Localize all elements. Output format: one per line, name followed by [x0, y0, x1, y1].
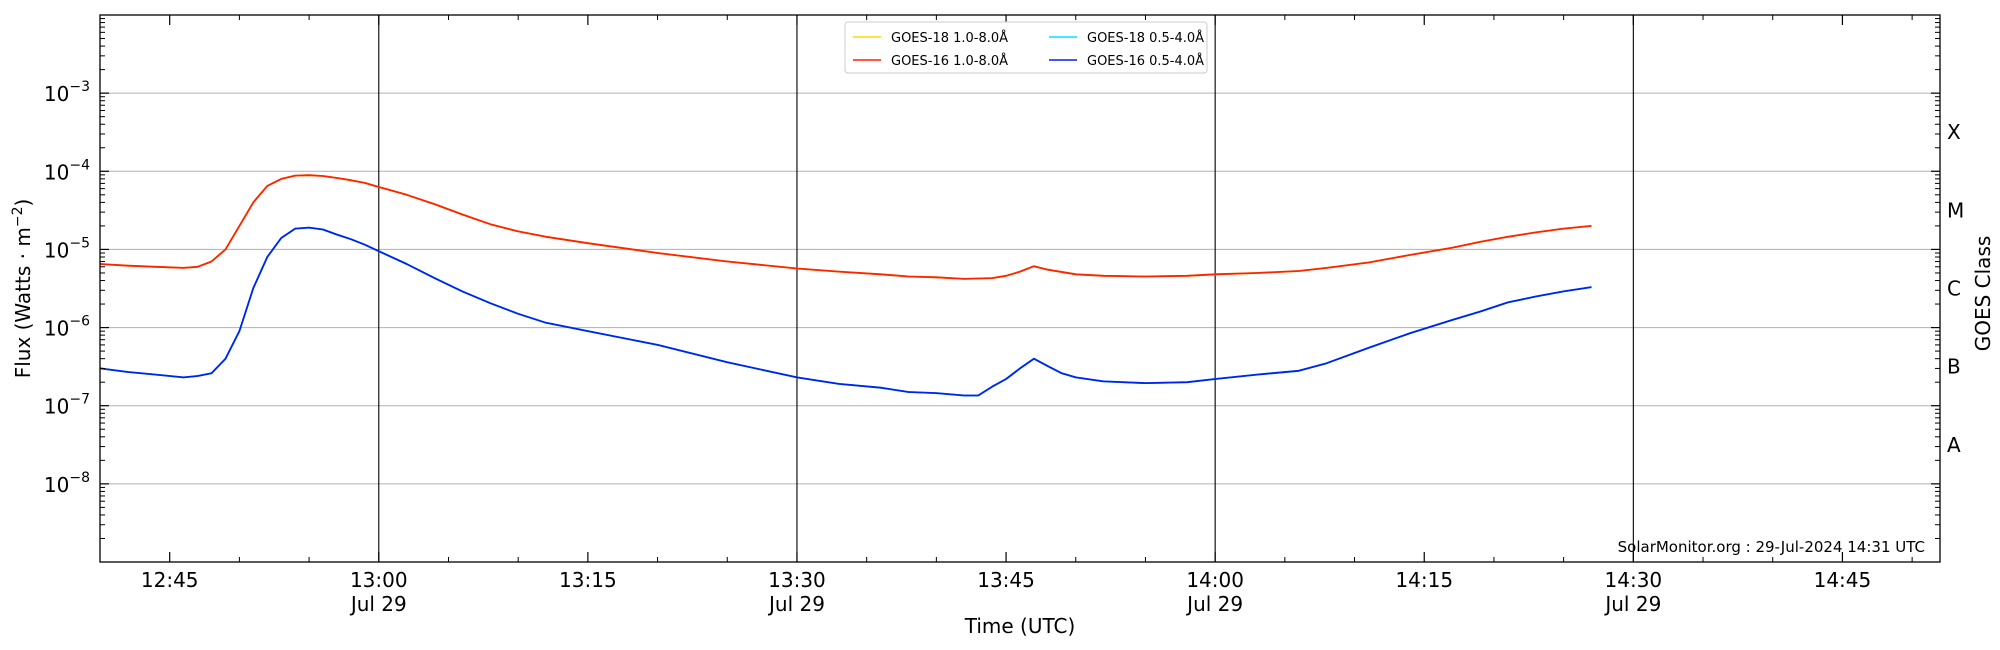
y-tick-exponent: −8 — [69, 470, 90, 486]
plot-frame — [99, 14, 1941, 563]
x-tick-label: 13:00 — [350, 568, 408, 592]
goes-class-label: B — [1947, 355, 1961, 379]
y-tick-exponent: −3 — [69, 79, 90, 95]
y-tick-base: 10 — [44, 317, 69, 341]
x-tick-label: 14:45 — [1814, 568, 1872, 592]
x-tick-label: 13:45 — [977, 568, 1035, 592]
y-axis-title-exponent: −2 — [10, 207, 26, 228]
y-tick-base: 10 — [44, 395, 69, 419]
goes-class-label: A — [1947, 433, 1961, 457]
y-tick-label: 10−5 — [44, 235, 90, 262]
y-tick-label: 10−7 — [44, 392, 90, 419]
day-boundary-lines — [378, 15, 1634, 562]
legend-label: GOES-16 0.5-4.0Å — [1087, 53, 1204, 69]
y-tick-exponent: −7 — [69, 392, 90, 408]
y-axis-title-close: ) — [11, 199, 35, 207]
y-tick-exponent: −5 — [69, 235, 90, 251]
x-tick-date: Jul 29 — [1603, 592, 1661, 616]
y-tick-exponent: −4 — [69, 157, 90, 173]
y-tick-exponent: −6 — [69, 314, 90, 330]
y-tick-label: 10−4 — [44, 157, 90, 184]
y-axis-title-main: Flux (Watts · m — [11, 227, 35, 378]
series-layer — [99, 174, 1592, 397]
legend: GOES-18 1.0-8.0Å GOES-16 1.0-8.0Å GOES-18 … — [844, 21, 1208, 74]
y-axis-ticks: 10−810−710−610−510−410−3 — [44, 18, 1940, 539]
x-tick-date: Jul 29 — [1185, 592, 1243, 616]
y-tick-label: 10−6 — [44, 314, 90, 341]
x-tick-date: Jul 29 — [349, 592, 407, 616]
y-tick-base: 10 — [44, 238, 69, 262]
y-tick-base: 10 — [44, 473, 69, 497]
x-tick-label: 13:30 — [768, 568, 826, 592]
x-axis-title: Time (UTC) — [964, 614, 1076, 638]
goes-class-label: X — [1947, 120, 1961, 144]
y-tick-base: 10 — [44, 160, 69, 184]
y-tick-label: 10−8 — [44, 470, 90, 497]
goes-class-axis-title: GOES Class — [1971, 236, 1995, 352]
x-tick-date: Jul 29 — [767, 592, 825, 616]
x-tick-label: 14:00 — [1186, 568, 1244, 592]
legend-label: GOES-18 1.0-8.0Å — [891, 30, 1008, 46]
x-tick-label: 14:30 — [1605, 568, 1663, 592]
x-tick-label: 12:45 — [141, 568, 199, 592]
goes-class-labels: A B C M X — [1947, 120, 1964, 457]
legend-label: GOES-16 1.0-8.0Å — [891, 53, 1008, 69]
series-line-1 — [99, 174, 1592, 280]
series-line-3 — [99, 226, 1592, 397]
legend-box — [844, 21, 1208, 74]
credit-text: SolarMonitor.org : 29-Jul-2024 14:31 UTC — [1618, 538, 1925, 556]
goes-class-label: C — [1947, 277, 1961, 301]
y-axis-title: Flux (Watts · m−2) — [10, 199, 35, 379]
x-tick-label: 13:15 — [559, 568, 617, 592]
legend-label: GOES-18 0.5-4.0Å — [1087, 30, 1204, 46]
y-tick-label: 10−3 — [44, 79, 90, 106]
goes-class-label: M — [1947, 198, 1964, 222]
y-tick-base: 10 — [44, 82, 69, 106]
x-tick-label: 14:15 — [1395, 568, 1453, 592]
